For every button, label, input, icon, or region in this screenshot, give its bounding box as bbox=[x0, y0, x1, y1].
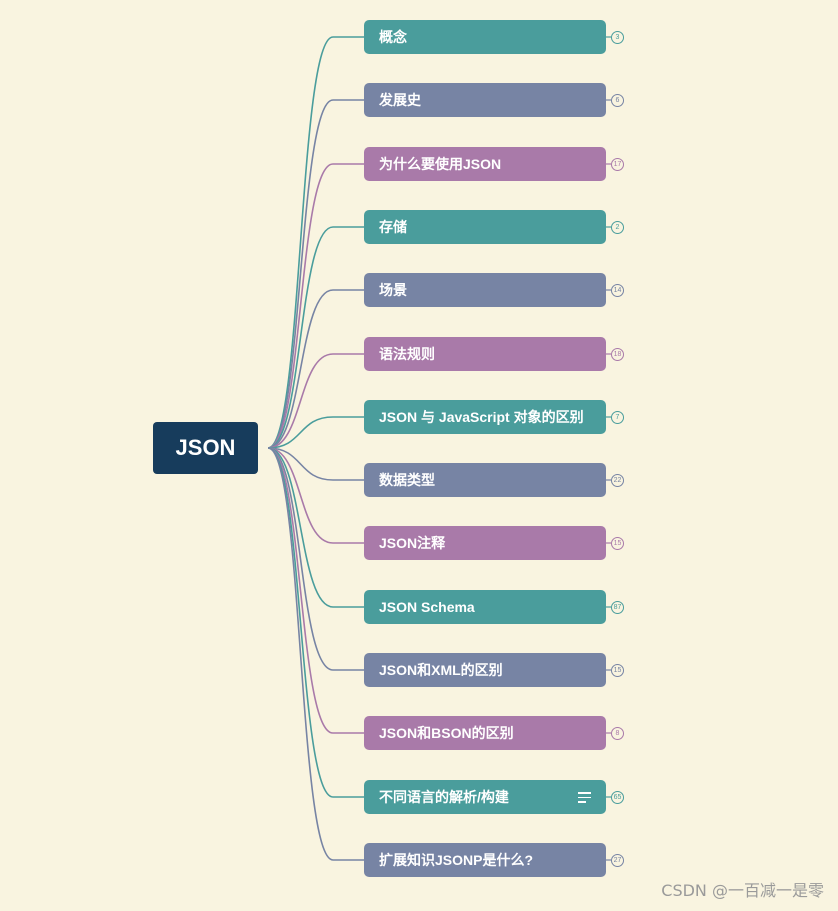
collapsed-count-badge[interactable]: 2 bbox=[611, 220, 624, 234]
subtopic-label: 场景 bbox=[379, 282, 407, 298]
subtopic-box[interactable]: 场景 bbox=[364, 273, 606, 307]
subtopic-label: JSON注释 bbox=[379, 535, 446, 551]
collapsed-count-badge[interactable]: 18 bbox=[611, 347, 624, 361]
subtopic-box[interactable]: JSON和XML的区别 bbox=[364, 653, 606, 687]
connector-line bbox=[267, 447, 364, 671]
connector-line bbox=[267, 36, 364, 449]
collapsed-count-badge[interactable]: 15 bbox=[611, 663, 624, 677]
collapsed-count-badge[interactable]: 27 bbox=[611, 853, 624, 867]
subtopic-label: 扩展知识JSONP是什么? bbox=[379, 852, 534, 868]
notes-icon[interactable] bbox=[578, 792, 591, 803]
connector-line bbox=[267, 447, 364, 481]
subtopic-box[interactable]: JSON Schema bbox=[364, 590, 606, 624]
connector-line bbox=[267, 289, 364, 449]
subtopic-box[interactable]: 概念 bbox=[364, 20, 606, 54]
subtopic-label: JSON和XML的区别 bbox=[379, 662, 503, 678]
collapsed-count-badge[interactable]: 3 bbox=[611, 30, 624, 44]
subtopic-box[interactable]: 语法规则 bbox=[364, 337, 606, 371]
collapsed-count-badge[interactable]: 87 bbox=[611, 600, 624, 614]
collapsed-count-badge[interactable]: 17 bbox=[611, 157, 624, 171]
subtopic-label: JSON 与 JavaScript 对象的区别 bbox=[379, 409, 584, 425]
connector-line bbox=[267, 447, 364, 544]
watermark: CSDN @一百减一是零 bbox=[661, 881, 824, 900]
root-topic-label: JSON bbox=[175, 435, 236, 460]
subtopic-box[interactable]: 数据类型 bbox=[364, 463, 606, 497]
collapsed-count-badge[interactable]: 65 bbox=[611, 790, 624, 804]
collapsed-count-badge[interactable]: 22 bbox=[611, 473, 624, 487]
subtopic-box[interactable]: JSON 与 JavaScript 对象的区别 bbox=[364, 400, 606, 434]
subtopic-box[interactable]: 不同语言的解析/构建 bbox=[364, 780, 606, 814]
subtopic-label: 概念 bbox=[379, 29, 407, 45]
connector-line bbox=[267, 447, 364, 608]
connector-line bbox=[267, 416, 364, 449]
collapsed-count-badge[interactable]: 8 bbox=[611, 726, 624, 740]
subtopic-box[interactable]: JSON注释 bbox=[364, 526, 606, 560]
subtopic-label: 语法规则 bbox=[379, 346, 435, 362]
connector-line bbox=[267, 163, 364, 449]
connector-line bbox=[267, 99, 364, 449]
subtopic-label: 为什么要使用JSON bbox=[379, 156, 502, 172]
subtopic-box[interactable]: 为什么要使用JSON bbox=[364, 147, 606, 181]
collapsed-count-badge[interactable]: 15 bbox=[611, 536, 624, 550]
subtopic-label: JSON Schema bbox=[379, 599, 475, 615]
connector-line bbox=[267, 447, 364, 798]
subtopic-box[interactable]: JSON和BSON的区别 bbox=[364, 716, 606, 750]
connector-line bbox=[267, 447, 364, 734]
collapsed-count-badge[interactable]: 7 bbox=[611, 410, 624, 424]
collapsed-count-badge[interactable]: 14 bbox=[611, 283, 624, 297]
subtopic-label: 数据类型 bbox=[379, 472, 435, 488]
subtopic-label: 发展史 bbox=[379, 92, 421, 108]
subtopic-label: JSON和BSON的区别 bbox=[379, 725, 514, 741]
subtopic-label: 存储 bbox=[379, 219, 407, 235]
collapsed-count-badge[interactable]: 6 bbox=[611, 93, 624, 107]
subtopic-box[interactable]: 发展史 bbox=[364, 83, 606, 117]
connector-line bbox=[267, 226, 364, 449]
subtopic-box[interactable]: 扩展知识JSONP是什么? bbox=[364, 843, 606, 877]
root-topic[interactable]: JSON bbox=[153, 422, 258, 474]
subtopic-box[interactable]: 存储 bbox=[364, 210, 606, 244]
connector-line bbox=[267, 353, 364, 449]
subtopic-label: 不同语言的解析/构建 bbox=[379, 789, 509, 805]
connector-line bbox=[267, 447, 364, 861]
